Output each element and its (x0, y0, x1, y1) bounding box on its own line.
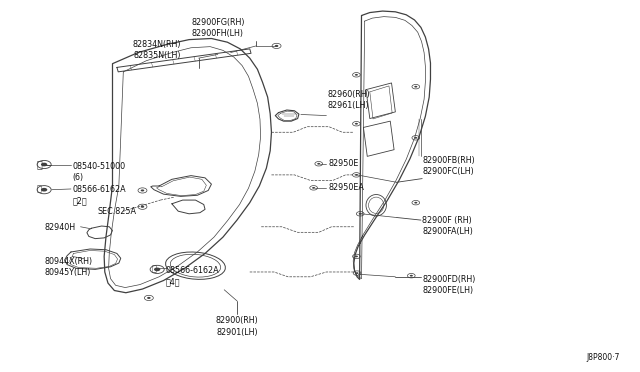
Circle shape (410, 275, 413, 276)
Text: 80944X(RH)
80945Y(LH): 80944X(RH) 80945Y(LH) (44, 257, 92, 277)
Circle shape (154, 267, 160, 271)
Circle shape (141, 206, 144, 208)
Circle shape (355, 74, 358, 76)
Text: 82900FB(RH)
82900FC(LH): 82900FB(RH) 82900FC(LH) (422, 155, 475, 176)
Circle shape (355, 174, 358, 176)
Circle shape (414, 86, 417, 87)
Text: 82900FG(RH)
82900FH(LH): 82900FG(RH) 82900FH(LH) (191, 18, 244, 38)
Circle shape (275, 45, 278, 47)
Text: J8P800·7: J8P800·7 (587, 353, 620, 362)
Text: 82900F (RH)
82900FA(LH): 82900F (RH) 82900FA(LH) (422, 217, 473, 237)
Text: 08566-6162A
〈2〉: 08566-6162A 〈2〉 (72, 185, 126, 205)
Text: SEC.825A: SEC.825A (98, 207, 137, 216)
Circle shape (317, 163, 320, 165)
Circle shape (41, 188, 47, 192)
Text: 82940H: 82940H (44, 223, 76, 232)
Text: 82900FD(RH)
82900FE(LH): 82900FD(RH) 82900FE(LH) (422, 275, 476, 295)
Circle shape (414, 202, 417, 203)
Circle shape (355, 256, 358, 257)
Circle shape (312, 187, 315, 189)
Text: 08566-6162A
〈4〉: 08566-6162A 〈4〉 (166, 266, 219, 286)
Text: 82950E: 82950E (329, 158, 359, 167)
Circle shape (355, 123, 358, 125)
Circle shape (141, 189, 144, 192)
Text: 08540-51000
(6): 08540-51000 (6) (72, 161, 125, 182)
Text: Ⓘ: Ⓘ (152, 264, 156, 273)
Circle shape (147, 297, 150, 299)
Text: 82950EA: 82950EA (329, 183, 365, 192)
Circle shape (355, 272, 358, 274)
Circle shape (41, 163, 47, 166)
Text: 82834N(RH)
82835N(LH): 82834N(RH) 82835N(LH) (133, 40, 181, 60)
Text: 82900(RH)
82901(LH): 82900(RH) 82901(LH) (216, 317, 259, 337)
Circle shape (358, 213, 362, 215)
Text: 82960(RH)
82961(LH): 82960(RH) 82961(LH) (328, 90, 371, 110)
Circle shape (414, 137, 417, 139)
Text: Ⓘ: Ⓘ (36, 184, 42, 193)
Text: Ⓣ: Ⓣ (36, 159, 42, 169)
